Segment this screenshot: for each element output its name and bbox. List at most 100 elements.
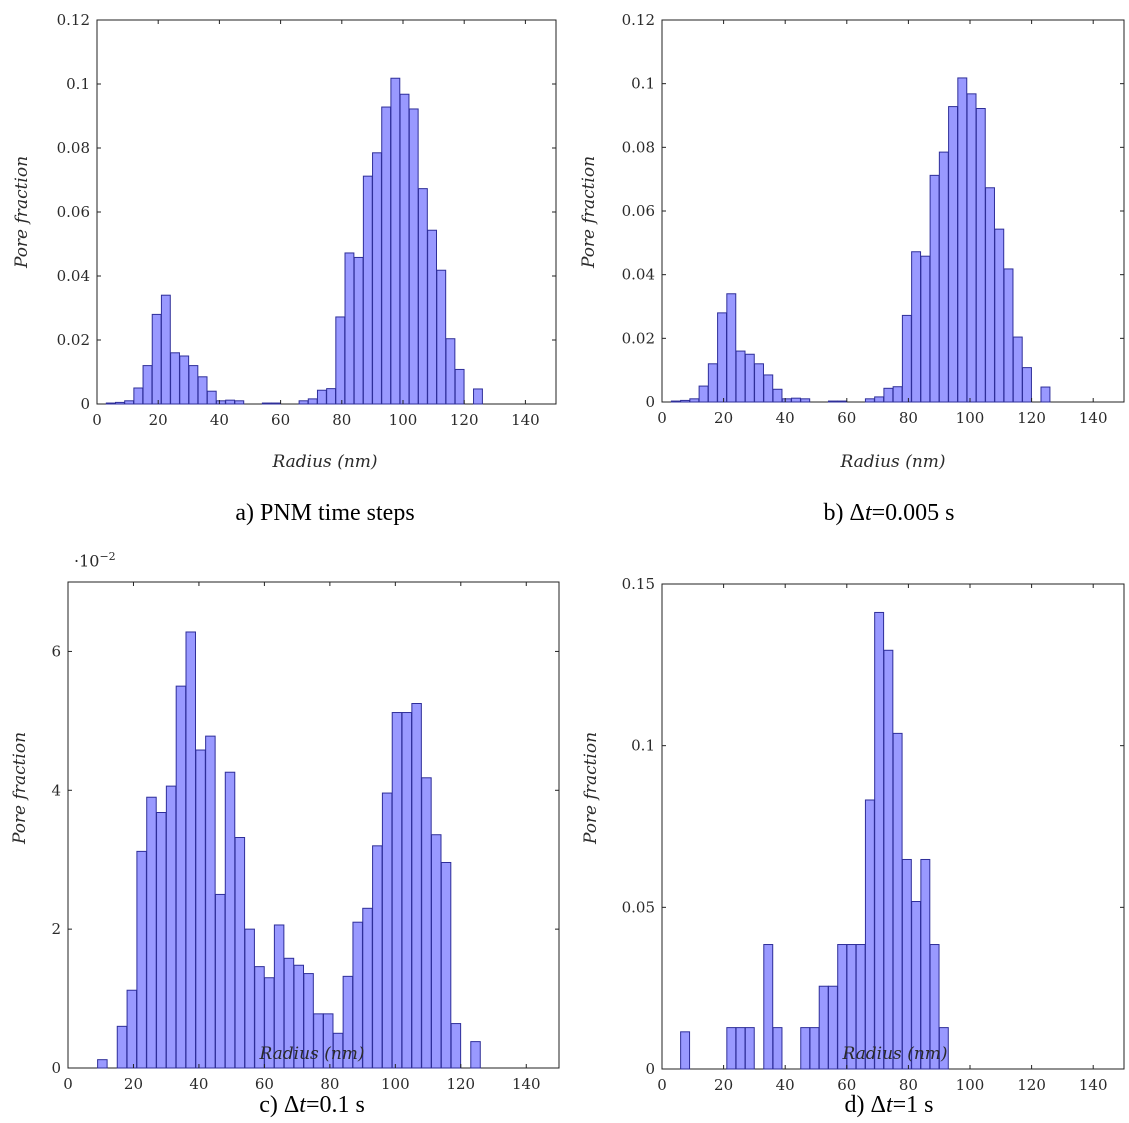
chart-a-bar [344,252,355,405]
chart-c-bar [116,1025,128,1069]
chart-c-ytick-label: 2 [51,920,61,938]
chart-c-ytick-label: 0 [51,1059,61,1077]
chart-b-bar [1012,336,1023,403]
chart-b-bar [800,398,811,403]
chart-c-bar [372,845,383,1069]
chart-a-bar [179,355,190,405]
chart-d-bar [827,985,838,1070]
chart-b-ytick-label: 0.1 [631,75,655,93]
chart-d-xtick-label: 40 [776,1076,795,1094]
chart-c-plot: 0 20 40 60 80 100 120 140 0 2 4 6 [51,581,560,1093]
chart-d-ytick-label: 0.05 [622,898,655,916]
chart-a-xtick-label: 140 [511,411,540,429]
chart-d-xtick-label: 120 [1017,1076,1046,1094]
chart-d-plot: 0 20 40 60 80 100 120 140 0 0.05 0.1 0.15 [622,575,1125,1094]
chart-d-bar [864,799,875,1070]
chart-d-xtick-label: 20 [714,1076,733,1094]
chart-a-ytick-label: 0.02 [57,331,90,349]
chart-d-caption: d) Δt=1 s [844,1092,934,1118]
chart-b-ytick-label: 0.06 [622,202,655,220]
chart-a-bar [390,77,401,405]
chart-c-bar [450,1023,462,1069]
chart-c-ytick-label: 4 [51,781,61,799]
chart-b-bar [883,387,894,403]
chart-b-bar [735,350,746,403]
chart-b-bar [763,374,774,403]
chart-d-bar [744,1027,755,1070]
chart-b-bar [911,251,922,403]
chart-a-bar [271,402,281,405]
chart-c-scale-label: ·10−2 [74,550,116,571]
chart-d-bar [726,1027,737,1070]
chart-a-bar [188,365,199,405]
chart-d-bar [920,858,931,1070]
chart-d-bar [800,1027,811,1070]
chart-b-bar [874,396,885,403]
chart-c-bar [411,703,422,1069]
chart-b-bar [837,400,848,403]
chart-a-xtick-label: 0 [92,411,102,429]
chart-b-bar [938,151,949,403]
chart-d-bar [901,858,912,1070]
chart-a-ytick-label: 0.12 [57,11,90,29]
chart-a-bar [436,269,447,405]
chart-b-bar [680,399,691,403]
chart-a-ytick-label: 0.06 [57,203,90,221]
chart-c-bar [175,685,187,1069]
chart-a-bar [133,387,144,405]
chart-b-bar [985,187,995,403]
chart-b-xtick-label: 20 [714,409,733,427]
chart-c-xtick-label: 100 [381,1075,410,1093]
panel-a: 0 20 40 60 80 100 120 140 0 0.02 0.04 0.06 0.08 0.1 0.… [0,0,565,540]
chart-c-bar [421,777,432,1069]
chart-a-caption: a) PNM time steps [235,500,415,526]
chart-d-ytick-label: 0.1 [631,737,655,755]
chart-d-bar [874,611,885,1070]
chart-d-ytick-label: 0.15 [622,575,655,593]
chart-b-bar [754,363,764,403]
chart-c-caption: c) Δt=0.1 s [259,1092,365,1118]
chart-a-bar [326,388,337,405]
chart-b-xtick-label: 120 [1017,409,1046,427]
chart-c-xtick-label: 140 [512,1075,541,1093]
chart-c-bar [244,928,255,1069]
chart-b-ytick-label: 0 [645,393,655,411]
chart-b-bar [827,400,838,403]
chart-a-xtick-label: 80 [332,411,351,429]
chart-d-ylabel: Pore fraction [581,731,601,845]
chart-c-xtick-label: 80 [320,1075,339,1093]
chart-a-bar [473,388,483,405]
chart-c-bar [401,712,413,1069]
chart-b-xtick-label: 40 [776,409,795,427]
chart-c-xtick-label: 120 [446,1075,475,1093]
chart-d-xtick-label: 80 [899,1076,918,1094]
chart-b-bar [864,398,875,403]
chart-d-xtick-label: 60 [837,1076,856,1094]
chart-a-bar [151,313,162,405]
chart-b-ytick-label: 0.12 [622,11,655,29]
chart-a-bar [362,175,373,405]
chart-a-bar [124,400,135,405]
chart-a-ylabel: Pore fraction [12,155,32,269]
chart-b-xtick-label: 60 [837,409,856,427]
chart-d-bar [772,1027,783,1070]
panel-d: 0 20 40 60 80 100 120 140 0 0.05 0.1 0.15 Pore frac… [565,540,1129,1123]
chart-a-bar [170,352,180,405]
chart-b-bar [1040,386,1051,403]
chart-d-bar [929,944,940,1070]
chart-a-bar [335,316,346,405]
chart-d-bar [763,944,774,1070]
chart-b-bar [689,398,700,403]
chart-b-bar [1022,367,1032,403]
chart-d-xtick-label: 140 [1079,1076,1108,1094]
chart-b-bar [772,388,783,403]
chart-d-bar [818,985,829,1070]
chart-a-bar [408,108,419,405]
chart-d-xlabel: Radius (nm) [842,1044,948,1064]
chart-b-xtick-label: 100 [956,409,985,427]
chart-a-bar [234,400,245,405]
chart-b-bar [957,77,968,403]
chart-c-bar [97,1059,108,1069]
chart-b-plot: 0 20 40 60 80 100 120 140 0 0.02 0.04 0.06 0.08 0.1 0.… [622,11,1125,427]
chart-c-bar [205,735,216,1069]
